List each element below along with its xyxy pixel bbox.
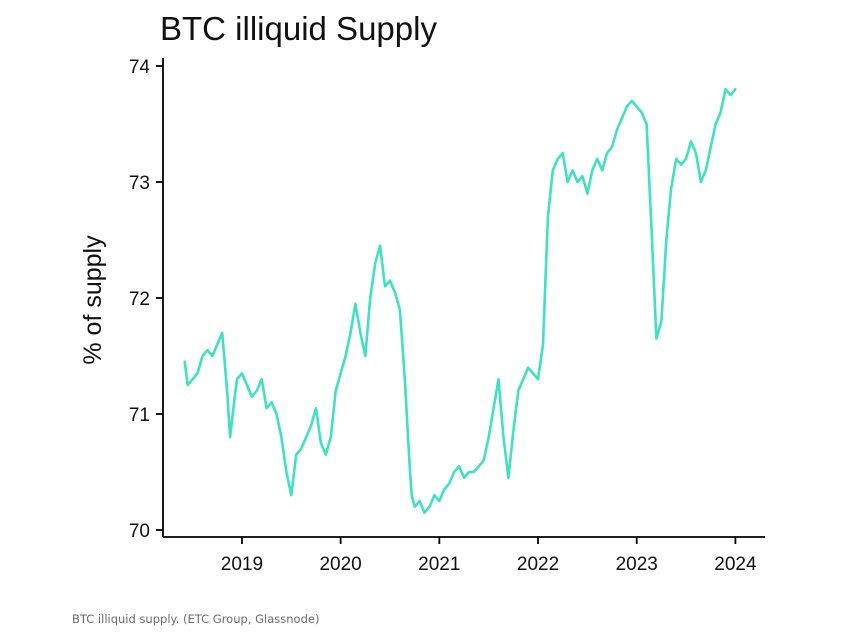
y-tick-label: 71 bbox=[129, 405, 150, 426]
x-tick-label: 2024 bbox=[714, 554, 757, 575]
x-tick-label: 2022 bbox=[517, 554, 559, 575]
y-tick-label: 74 bbox=[129, 57, 151, 78]
x-tick-label: 2019 bbox=[221, 554, 263, 575]
series-line bbox=[183, 87, 737, 514]
y-tick-label: 72 bbox=[129, 289, 150, 310]
y-axis-label: % of supply bbox=[79, 235, 107, 365]
figure-caption: BTC illiquid supply. (ETC Group, Glassno… bbox=[72, 612, 320, 626]
y-ticks: 70 71 72 73 74 bbox=[129, 57, 163, 542]
y-tick-label: 73 bbox=[129, 173, 150, 194]
chart: BTC illiquid Supply % of supply 70 71 72 73… bbox=[79, 10, 765, 575]
x-tick-label: 2020 bbox=[319, 554, 361, 575]
x-ticks: 2019 2020 2021 2022 2023 2024 bbox=[221, 537, 757, 575]
chart-title: BTC illiquid Supply bbox=[160, 10, 437, 47]
y-tick-label: 70 bbox=[129, 521, 150, 542]
x-tick-label: 2023 bbox=[616, 554, 658, 575]
series-layer bbox=[183, 87, 737, 514]
x-tick-label: 2021 bbox=[418, 554, 460, 575]
